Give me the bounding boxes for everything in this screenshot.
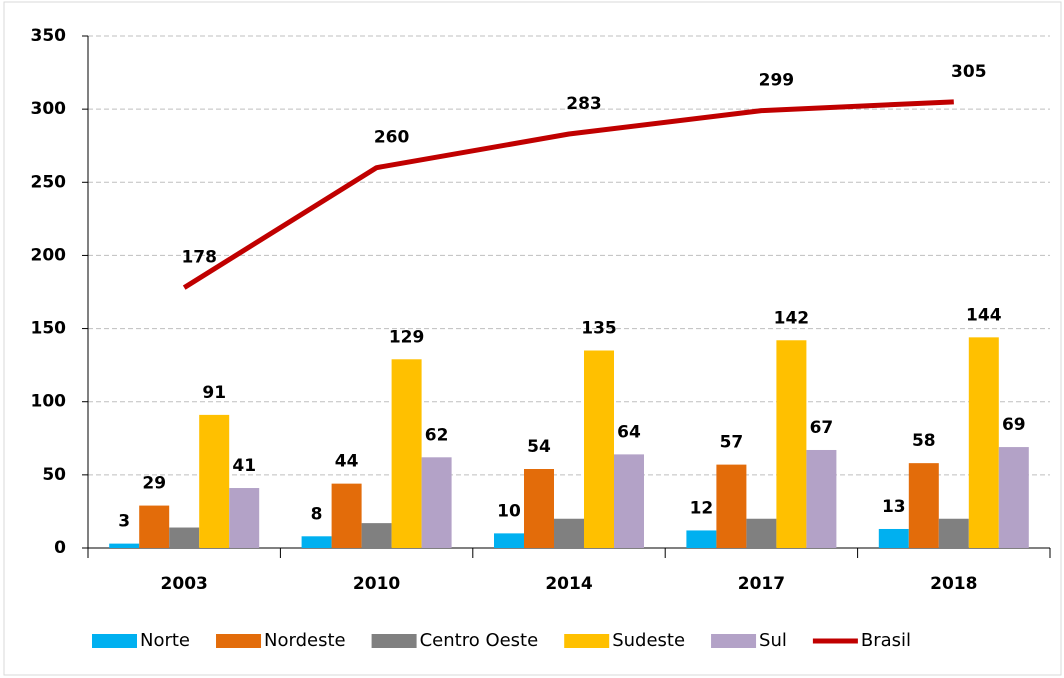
bar bbox=[554, 518, 584, 548]
y-tick-label: 200 bbox=[31, 245, 67, 265]
data-label: 142 bbox=[774, 308, 810, 328]
data-label: 10 bbox=[497, 501, 521, 521]
y-tick-label: 0 bbox=[54, 538, 66, 558]
y-tick-label: 300 bbox=[31, 99, 67, 119]
data-label: 67 bbox=[810, 418, 834, 438]
x-tick-label: 2018 bbox=[930, 574, 977, 594]
legend-label: Brasil bbox=[861, 630, 911, 651]
bar bbox=[998, 447, 1029, 548]
bar bbox=[584, 350, 614, 548]
x-tick-label: 2010 bbox=[353, 574, 400, 594]
data-label: 178 bbox=[181, 248, 217, 268]
bar bbox=[968, 337, 999, 548]
x-tick-label: 2017 bbox=[738, 574, 785, 594]
legend-swatch bbox=[711, 634, 757, 648]
bar bbox=[878, 528, 909, 548]
line bbox=[182, 99, 954, 290]
data-label: 29 bbox=[142, 474, 166, 494]
x-tick-label: 2003 bbox=[161, 574, 208, 594]
data-label: 13 bbox=[882, 497, 906, 517]
data-label: 135 bbox=[581, 319, 617, 339]
bar bbox=[776, 340, 807, 548]
bar bbox=[908, 463, 939, 548]
bar bbox=[614, 454, 644, 548]
legend-swatch bbox=[92, 634, 137, 648]
y-tick-label: 150 bbox=[31, 319, 67, 339]
frame bbox=[3, 1, 1062, 676]
bar bbox=[938, 518, 969, 548]
data-label: 54 bbox=[527, 437, 551, 457]
data-label: 305 bbox=[951, 62, 987, 82]
data-label: 283 bbox=[566, 94, 602, 114]
y-tick-label: 50 bbox=[42, 465, 66, 485]
bar bbox=[199, 414, 230, 548]
data-label: 44 bbox=[335, 452, 359, 472]
legend-label: Sul bbox=[759, 630, 787, 651]
data-label: 58 bbox=[912, 431, 936, 451]
data-label: 91 bbox=[202, 383, 226, 403]
data-label: 69 bbox=[1002, 415, 1026, 435]
bar bbox=[301, 536, 332, 548]
data-label: 62 bbox=[425, 425, 449, 445]
legend-label: Centro Oeste bbox=[420, 630, 539, 651]
bar bbox=[361, 523, 392, 548]
data-label: 8 bbox=[311, 504, 323, 524]
legend-label: Norte bbox=[140, 630, 190, 651]
y-tick-label: 350 bbox=[31, 26, 67, 46]
data-label: 12 bbox=[690, 498, 714, 518]
data-label: 129 bbox=[389, 327, 425, 347]
bar bbox=[524, 469, 554, 548]
legend-label: Nordeste bbox=[264, 630, 346, 651]
y-tick-label: 250 bbox=[31, 172, 67, 192]
bar bbox=[169, 527, 200, 548]
data-label: 299 bbox=[759, 71, 795, 91]
bar bbox=[686, 530, 717, 548]
bar bbox=[716, 464, 747, 548]
x-tick-label: 2014 bbox=[545, 574, 592, 594]
bar bbox=[494, 533, 524, 548]
bar bbox=[806, 449, 837, 548]
bar bbox=[139, 505, 170, 548]
data-label: 41 bbox=[232, 456, 256, 476]
bar bbox=[746, 518, 777, 548]
legend-swatch bbox=[371, 634, 417, 648]
data-label: 3 bbox=[118, 512, 130, 532]
legend-swatch bbox=[216, 634, 262, 648]
legend-swatch bbox=[564, 634, 610, 648]
data-label: 144 bbox=[966, 305, 1002, 325]
bar bbox=[109, 543, 140, 548]
data-label: 57 bbox=[720, 433, 744, 453]
legend: Norte Nordeste Centro Oeste Sudeste Sul Brasi… bbox=[92, 630, 911, 651]
bar bbox=[421, 457, 452, 548]
y-tick-label: 100 bbox=[31, 392, 67, 412]
data-label: 260 bbox=[374, 128, 410, 148]
bar bbox=[331, 483, 362, 548]
bar bbox=[229, 488, 260, 548]
legend-label: Sudeste bbox=[612, 630, 685, 651]
bar bbox=[391, 359, 422, 548]
data-label: 64 bbox=[617, 422, 641, 442]
